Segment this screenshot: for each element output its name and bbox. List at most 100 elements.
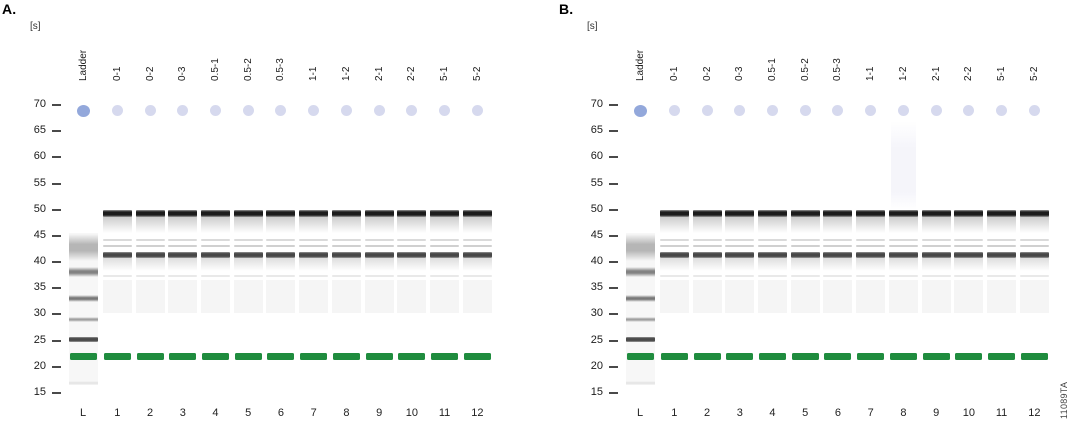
axis-tick-mark xyxy=(52,261,61,264)
panel-a-unit-label: [s] xyxy=(30,21,41,32)
gel-band xyxy=(462,244,492,247)
gel-smear xyxy=(823,214,853,233)
gel-band xyxy=(266,209,296,217)
lane-number: 12 xyxy=(471,407,484,419)
axis-tick-mark xyxy=(52,391,61,394)
lane-label: 0.5-3 xyxy=(275,58,287,81)
gel-band xyxy=(135,244,165,247)
gel-band xyxy=(725,275,755,278)
gel-band xyxy=(823,209,853,217)
axis-tick-value: 35 xyxy=(590,281,603,294)
gel-smear xyxy=(856,279,886,314)
lane-number: 12 xyxy=(1028,407,1041,419)
axis-tick-mark xyxy=(52,182,61,185)
gel-band xyxy=(331,239,361,242)
lane-number: 11 xyxy=(438,407,451,419)
gel-smear xyxy=(364,258,394,271)
gel-band xyxy=(168,251,198,258)
gel-smear xyxy=(725,214,755,233)
gel-smear xyxy=(233,258,263,271)
upper-marker-dot xyxy=(209,105,221,117)
gel-smear xyxy=(692,214,722,233)
lane-label: 0.5-1 xyxy=(209,58,221,81)
gel-band xyxy=(266,244,296,247)
axis-tick-mark xyxy=(609,208,618,211)
gel-smear xyxy=(233,279,263,314)
gel-band xyxy=(625,380,655,385)
axis-tick-mark xyxy=(52,339,61,342)
upper-marker-dot xyxy=(633,104,647,117)
gel-band xyxy=(299,244,329,247)
upper-marker-dot xyxy=(144,105,156,117)
gel-smear xyxy=(823,279,853,314)
axis-tick-value: 25 xyxy=(590,333,603,346)
gel-smear xyxy=(364,279,394,314)
axis-tick-value: 45 xyxy=(33,228,46,241)
axis-tick-mark xyxy=(52,287,61,290)
gel-band xyxy=(659,244,689,247)
lane-number: 11 xyxy=(995,407,1008,419)
gel-band xyxy=(954,209,984,217)
gel-smear xyxy=(856,214,886,233)
lower-marker-band xyxy=(857,352,885,360)
gel-band xyxy=(331,251,361,258)
gel-band xyxy=(364,239,394,242)
lower-marker-band xyxy=(726,352,754,360)
upper-marker-dot xyxy=(963,105,975,117)
lane-label: 0-3 xyxy=(177,66,189,81)
gel-band xyxy=(921,244,951,247)
gel-smear xyxy=(921,258,951,271)
gel-band xyxy=(397,209,427,217)
gel-band xyxy=(987,275,1017,278)
lower-marker-band xyxy=(463,352,491,360)
gel-smear xyxy=(954,279,984,314)
panel-b-canvas: 70 65 60 55 50 45 40 35 30 25 20 15 Ladder L 0-1 1 0-2 2 0… xyxy=(557,0,1080,432)
lane-label: 1-2 xyxy=(340,66,352,81)
gel-band xyxy=(790,244,820,247)
lane-label: 5-2 xyxy=(1028,66,1040,81)
gel-smear xyxy=(790,214,820,233)
axis-tick-mark xyxy=(609,313,618,316)
gel-band xyxy=(102,209,132,217)
axis-tick-value: 30 xyxy=(590,307,603,320)
gel-band xyxy=(168,275,198,278)
gel-band xyxy=(462,239,492,242)
lower-marker-band xyxy=(791,352,819,360)
gel-band xyxy=(68,316,98,322)
gel-band xyxy=(888,244,918,247)
gel-band xyxy=(397,251,427,258)
gel-band xyxy=(823,239,853,242)
gel-band xyxy=(692,275,722,278)
gel-smear xyxy=(921,279,951,314)
gel-smear xyxy=(757,258,787,271)
gel-smear xyxy=(397,258,427,271)
lane-label: 0-1 xyxy=(111,66,123,81)
lower-marker-band xyxy=(169,352,197,360)
axis-tick-value: 60 xyxy=(590,150,603,163)
axis-tick-value: 20 xyxy=(590,359,603,372)
lane-number: 1 xyxy=(114,407,121,419)
gel-band xyxy=(659,239,689,242)
gel-smear xyxy=(954,214,984,233)
lane-label: 2-2 xyxy=(406,66,418,81)
gel-smear xyxy=(462,258,492,271)
gel-band xyxy=(102,275,132,278)
lane-label: 2-1 xyxy=(373,66,385,81)
gel-band xyxy=(757,244,787,247)
lane-number: 9 xyxy=(933,407,940,419)
lane-number: 3 xyxy=(736,407,743,419)
lower-marker-band xyxy=(626,352,654,360)
gel-band xyxy=(888,209,918,217)
gel-smear xyxy=(954,258,984,271)
gel-smear xyxy=(987,214,1017,233)
axis-tick-mark xyxy=(52,313,61,316)
gel-band xyxy=(790,239,820,242)
gel-band xyxy=(625,316,655,322)
lane-label: 1-1 xyxy=(308,66,320,81)
lane-number: 7 xyxy=(310,407,317,419)
panel-a-label: A. xyxy=(2,1,17,17)
lower-marker-band xyxy=(758,352,786,360)
lane-number: 10 xyxy=(962,407,975,419)
axis-tick-value: 55 xyxy=(590,176,603,189)
gel-smear xyxy=(135,258,165,271)
